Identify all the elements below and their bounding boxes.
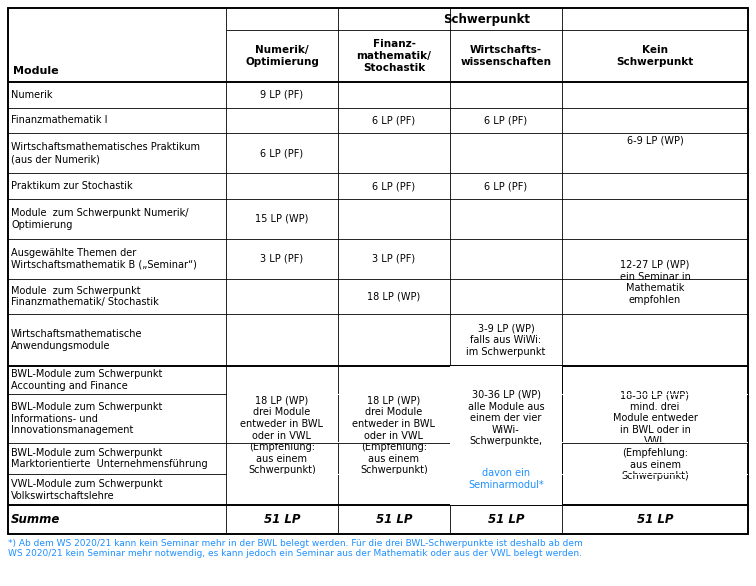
Text: Ausgewählte Themen der
Wirtschaftsmathematik B („Seminar“): Ausgewählte Themen der Wirtschaftsmathem… — [11, 248, 197, 270]
Text: 18 LP (WP)
drei Module
entweder in BWL
oder in VWL
(Empfehlung:
aus einem
Schwer: 18 LP (WP) drei Module entweder in BWL o… — [352, 396, 435, 475]
Text: BWL-Module zum Schwerpunkt
Marktorientierte  Unternehmensführung: BWL-Module zum Schwerpunkt Marktorientie… — [11, 448, 208, 469]
Text: 6 LP (PF): 6 LP (PF) — [485, 181, 528, 191]
Text: Kein
Schwerpunkt: Kein Schwerpunkt — [616, 45, 693, 67]
Text: VWL-Module zum Schwerpunkt
Volkswirtschaftslehre: VWL-Module zum Schwerpunkt Volkswirtscha… — [11, 479, 163, 500]
Text: 12-27 LP (WP)
ein Seminar in
Mathematik
empfohlen: 12-27 LP (WP) ein Seminar in Mathematik … — [620, 260, 690, 305]
Text: 9 LP (PF): 9 LP (PF) — [260, 90, 304, 100]
Text: 30-36 LP (WP)
alle Module aus
einem der vier
WiWi-
Schwerpunkte,
davon ein
Semin: 30-36 LP (WP) alle Module aus einem der … — [468, 396, 544, 475]
Text: 51 LP: 51 LP — [488, 513, 524, 526]
Text: Schwerpunkt: Schwerpunkt — [444, 12, 531, 26]
Text: davon ein
Seminarmodul*: davon ein Seminarmodul* — [468, 468, 544, 490]
Bar — [8, 8, 748, 534]
Text: Wirtschaftsmathematische
Anwendungsmodule: Wirtschaftsmathematische Anwendungsmodul… — [11, 329, 142, 351]
Text: 3 LP (PF): 3 LP (PF) — [373, 254, 416, 264]
Text: Numerik: Numerik — [11, 90, 52, 100]
Text: 51 LP: 51 LP — [376, 513, 412, 526]
Bar — [227, 473, 748, 475]
Text: 18-30 LP (WP)
mind. drei
Module entweder
in BWL oder in
VWL
(Empfehlung:
aus ein: 18-30 LP (WP) mind. drei Module entweder… — [612, 390, 698, 481]
Text: Finanzmathematik I: Finanzmathematik I — [11, 115, 107, 125]
Bar — [227, 442, 748, 443]
Text: 3-9 LP (WP)
falls aus WiWi:
im Schwerpunkt: 3-9 LP (WP) falls aus WiWi: im Schwerpun… — [466, 323, 546, 357]
Text: Wirtschafts-
wissenschaften: Wirtschafts- wissenschaften — [460, 45, 551, 67]
Text: 6-9 LP (WP): 6-9 LP (WP) — [627, 135, 683, 145]
Text: 15 LP (WP): 15 LP (WP) — [256, 214, 308, 224]
Text: Summe: Summe — [11, 513, 60, 526]
Text: BWL-Module zum Schwerpunkt
Accounting and Finance: BWL-Module zum Schwerpunkt Accounting an… — [11, 369, 163, 391]
Text: Finanz-
mathematik/
Stochastik: Finanz- mathematik/ Stochastik — [357, 39, 432, 73]
Text: Numerik/
Optimierung: Numerik/ Optimierung — [245, 45, 319, 67]
Bar — [227, 394, 748, 395]
Text: Module  zum Schwerpunkt
Finanzmathematik/ Stochastik: Module zum Schwerpunkt Finanzmathematik/… — [11, 286, 159, 308]
Text: 6 LP (PF): 6 LP (PF) — [373, 115, 416, 125]
Text: 3 LP (PF): 3 LP (PF) — [260, 254, 304, 264]
Text: Praktikum zur Stochastik: Praktikum zur Stochastik — [11, 181, 132, 191]
Text: Wirtschaftsmathematisches Praktikum
(aus der Numerik): Wirtschaftsmathematisches Praktikum (aus… — [11, 142, 200, 164]
Text: 6 LP (PF): 6 LP (PF) — [260, 148, 304, 158]
Text: 18 LP (WP): 18 LP (WP) — [367, 292, 420, 302]
Text: 6 LP (PF): 6 LP (PF) — [485, 115, 528, 125]
Text: 30-36 LP (WP)
alle Module aus
einem der vier
WiWi-
Schwerpunkte,: 30-36 LP (WP) alle Module aus einem der … — [468, 390, 544, 447]
Text: BWL-Module zum Schwerpunkt
Informations- und
Innovationsmanagement: BWL-Module zum Schwerpunkt Informations-… — [11, 402, 163, 435]
Text: 51 LP: 51 LP — [264, 513, 300, 526]
Text: 51 LP: 51 LP — [637, 513, 674, 526]
Text: 6 LP (PF): 6 LP (PF) — [373, 181, 416, 191]
Text: 18 LP (WP)
drei Module
entweder in BWL
oder in VWL
(Empfehlung:
aus einem
Schwer: 18 LP (WP) drei Module entweder in BWL o… — [240, 396, 324, 475]
Bar — [8, 8, 748, 534]
Text: *) Ab dem WS 2020/21 kann kein Seminar mehr in der BWL belegt werden. Für die dr: *) Ab dem WS 2020/21 kann kein Seminar m… — [8, 539, 583, 558]
Text: Module  zum Schwerpunkt Numerik/
Optimierung: Module zum Schwerpunkt Numerik/ Optimier… — [11, 208, 188, 230]
Bar — [450, 366, 562, 506]
Text: Module: Module — [13, 66, 59, 76]
